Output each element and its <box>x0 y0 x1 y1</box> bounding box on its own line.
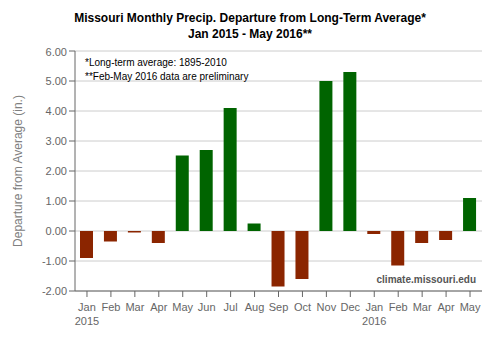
svg-text:May: May <box>460 301 481 313</box>
svg-text:1.00: 1.00 <box>46 195 67 207</box>
html-text:*Long-term average: 1895-2010: *Long-term average: 1895-2010 <box>85 57 227 68</box>
svg-text:Mar: Mar <box>413 301 432 313</box>
svg-text:Jan2016: Jan2016 <box>362 301 386 327</box>
html-text:**Feb-May 2016 data are prelim: **Feb-May 2016 data are preliminary <box>85 71 249 82</box>
svg-text:0.00: 0.00 <box>46 225 67 237</box>
svg-text:Sep: Sep <box>269 301 289 313</box>
html-text:climate.missouri.edu: climate.missouri.edu <box>376 274 476 285</box>
svg-text:5.00: 5.00 <box>46 75 67 87</box>
svg-text:May: May <box>172 301 193 313</box>
svg-text:2.00: 2.00 <box>46 165 67 177</box>
svg-text:-2.00: -2.00 <box>42 285 67 297</box>
svg-text:Dec: Dec <box>341 301 361 313</box>
html-text:Missouri Monthly Precip. Depar: Missouri Monthly Precip. Departure from … <box>74 11 426 25</box>
svg-text:Feb: Feb <box>389 301 408 313</box>
svg-text:Departure from Average (in.): Departure from Average (in.) <box>11 95 25 247</box>
svg-text:Jul: Jul <box>224 301 238 313</box>
svg-text:Mar: Mar <box>125 301 144 313</box>
svg-text:Jan2015: Jan2015 <box>75 301 99 327</box>
svg-text:Aug: Aug <box>245 301 265 313</box>
svg-text:Oct: Oct <box>294 301 311 313</box>
svg-text:Apr: Apr <box>438 301 455 313</box>
svg-text:6.00: 6.00 <box>46 46 67 58</box>
svg-text:3.00: 3.00 <box>46 135 67 147</box>
html-text:Jan 2015 - May 2016**: Jan 2015 - May 2016** <box>188 27 312 41</box>
svg-text:Apr: Apr <box>150 301 167 313</box>
svg-text:-1.00: -1.00 <box>42 255 67 267</box>
svg-text:Jun: Jun <box>198 301 216 313</box>
svg-text:Feb: Feb <box>101 301 120 313</box>
svg-text:Nov: Nov <box>317 301 337 313</box>
svg-text:4.00: 4.00 <box>46 105 67 117</box>
